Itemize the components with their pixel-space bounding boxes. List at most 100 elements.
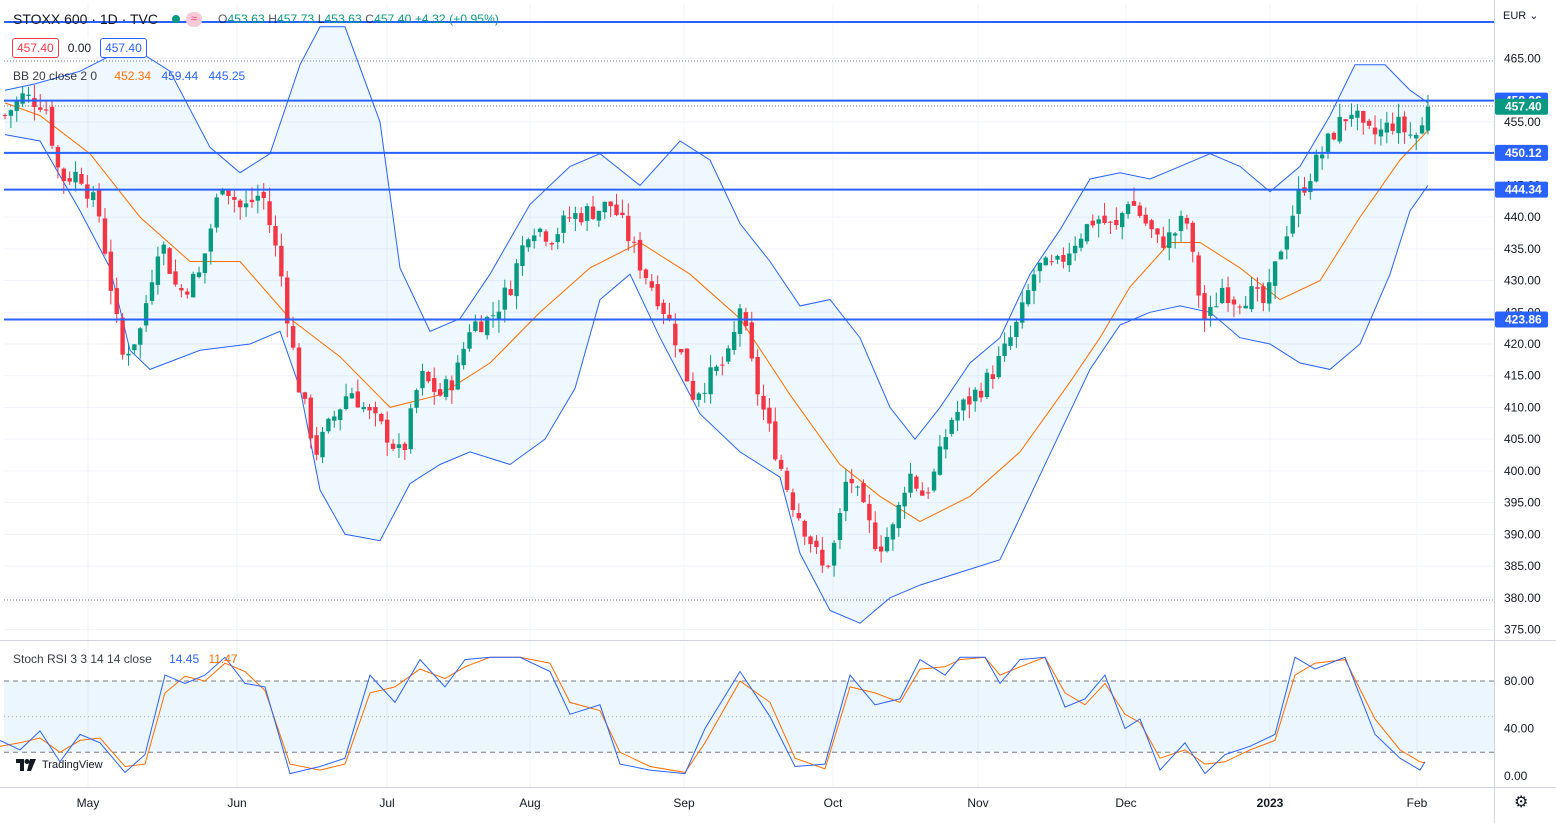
time-axis-label: Nov: [967, 796, 988, 810]
stoch-rsi-legend[interactable]: Stoch RSI 3 3 14 14 close 14.45 11.47: [13, 652, 238, 666]
bollinger-upper-line: [4, 26, 1429, 441]
candle-body: [943, 437, 948, 450]
candle-body: [631, 241, 637, 243]
settings-gear-icon[interactable]: ⚙: [1514, 794, 1529, 811]
candle-body: [667, 314, 672, 320]
candle-body: [1031, 274, 1037, 291]
candle-body: [873, 522, 878, 550]
price-tick-label: 420.00: [1504, 337, 1541, 351]
bollinger-legend[interactable]: BB 20 close 2 0 452.34 459.44 445.25: [13, 69, 252, 83]
price-axis[interactable]: 465.00455.00450.00445.00440.00435.00430.…: [1495, 52, 1548, 784]
price-tick-label: 430.00: [1504, 274, 1541, 288]
candle-body: [908, 473, 913, 493]
candle-body: [1343, 119, 1348, 122]
candle-body: [1143, 214, 1148, 224]
candle-body: [1184, 217, 1190, 224]
time-axis-label: Sep: [673, 796, 695, 810]
candle-body: [467, 332, 472, 349]
candle-body: [602, 201, 607, 213]
ohlc-values: O453.63 H457.73 L453.63 C457.40 +4.32 (+…: [218, 12, 499, 26]
last-price-tag: 457.40: [1505, 100, 1542, 114]
candle-body: [684, 348, 690, 382]
candle-body: [584, 206, 590, 221]
candle-body: [320, 431, 325, 458]
candle-body: [149, 282, 155, 301]
candle-body: [490, 315, 496, 317]
candle-body: [984, 372, 990, 397]
candle-body: [1196, 255, 1201, 296]
candle-body: [1314, 154, 1319, 182]
close-value: 457.40: [374, 12, 412, 26]
candle-body: [143, 303, 149, 326]
candle-body: [790, 492, 796, 511]
price-tick-label: 440.00: [1504, 210, 1541, 224]
candle-body: [208, 228, 213, 252]
candle-body: [520, 245, 525, 266]
sell-price-button[interactable]: 457.40: [12, 38, 59, 58]
time-axis-label: Jul: [379, 796, 394, 810]
level-price-tag-bg: [1495, 311, 1548, 328]
candle-body: [437, 389, 443, 396]
price-pane[interactable]: [2, 21, 1494, 624]
symbol-title[interactable]: STOXX 600 · 1D · TVC: [13, 11, 158, 27]
low-value: 453.63: [324, 12, 362, 26]
time-axis-label: Jun: [227, 796, 246, 810]
candle-body: [902, 492, 907, 507]
candle-body: [861, 482, 866, 503]
candle-body: [55, 147, 61, 168]
horizontal-levels[interactable]: [4, 21, 1494, 321]
price-tick-label: 465.00: [1504, 52, 1541, 66]
level-price-tag-bg: [1495, 144, 1548, 161]
candle-body: [1020, 302, 1025, 323]
stoch-rsi-tick-label: 40.00: [1504, 722, 1534, 736]
tradingview-logo[interactable]: TradingView: [16, 759, 103, 771]
candle-body: [343, 396, 349, 410]
candle-body: [990, 374, 996, 379]
candle-body: [1349, 114, 1354, 119]
candle-body: [1237, 306, 1242, 308]
candle-body: [196, 272, 202, 278]
chevron-down-icon: ⌄: [1529, 10, 1539, 22]
price-tick-label: 410.00: [1504, 400, 1541, 414]
candle-body: [1172, 233, 1178, 236]
candle-body: [290, 326, 296, 348]
currency-selector[interactable]: EUR ⌄: [1503, 10, 1539, 22]
candle-body: [49, 106, 55, 146]
candle-body: [931, 471, 937, 491]
candle-body: [379, 413, 384, 422]
candle-body: [826, 565, 831, 567]
candle-body: [108, 251, 114, 291]
time-axis-label: Aug: [519, 796, 540, 810]
candle-body: [567, 217, 572, 219]
candle-body: [543, 231, 549, 242]
candle-body: [426, 371, 431, 382]
candle-body: [79, 173, 84, 184]
candle-body: [20, 93, 25, 104]
candle-body: [91, 192, 96, 201]
candle-body: [402, 443, 408, 451]
candle-body: [608, 201, 613, 207]
candle-body: [326, 418, 331, 432]
candle-body: [955, 411, 960, 421]
time-axis[interactable]: May Jun Jul Aug Sep Oct Nov Dec 2023 Feb: [77, 796, 1428, 810]
candle-body: [461, 348, 466, 366]
candle-body: [896, 504, 901, 529]
buy-price-button[interactable]: 457.40: [100, 38, 147, 58]
bollinger-basis-line: [4, 102, 1431, 523]
bollinger-upper-value: 459.44: [161, 69, 199, 83]
candle-body: [1361, 110, 1366, 123]
price-tick-label: 375.00: [1504, 623, 1541, 637]
data-delay-icon[interactable]: ≈: [185, 11, 203, 27]
candle-body: [1190, 222, 1195, 252]
candle-body: [114, 288, 119, 314]
candle-body: [173, 271, 178, 285]
candle-body: [26, 94, 31, 96]
candle-body: [396, 444, 402, 448]
candle-body: [61, 168, 66, 182]
candle-body: [126, 353, 131, 356]
stoch-rsi-pane[interactable]: [0, 656, 1494, 775]
candle-body: [620, 212, 625, 215]
price-tick-label: 385.00: [1504, 559, 1541, 573]
candle-body: [432, 378, 437, 392]
